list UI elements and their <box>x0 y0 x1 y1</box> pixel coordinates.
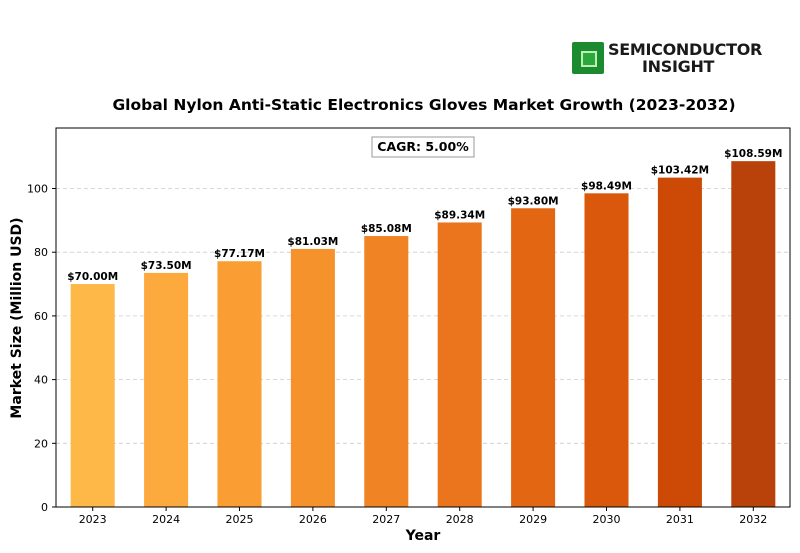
x-tick-label: 2032 <box>739 513 767 526</box>
logo-text-line2: INSIGHT <box>642 57 715 76</box>
x-axis-label: Year <box>405 528 441 544</box>
logo-text-line1: SEMICONDUCTOR <box>608 40 763 59</box>
bar <box>144 272 189 507</box>
y-axis: 0 20 40 60 80 100 <box>27 183 56 514</box>
bar <box>217 261 262 507</box>
data-label: $108.59M <box>724 148 782 160</box>
y-tick-label: 60 <box>34 310 48 323</box>
y-axis-label: Market Size (Million USD) <box>9 217 25 418</box>
data-label: $73.50M <box>141 260 192 272</box>
bar <box>364 236 409 507</box>
x-tick-label: 2023 <box>79 513 107 526</box>
y-tick-label: 80 <box>34 246 48 259</box>
data-label: $85.08M <box>361 223 412 235</box>
data-label: $70.00M <box>67 271 118 283</box>
x-tick-label: 2029 <box>519 513 547 526</box>
bars-group <box>70 161 776 507</box>
bar <box>657 177 702 507</box>
x-tick-label: 2031 <box>666 513 694 526</box>
x-tick-label: 2024 <box>152 513 180 526</box>
data-label: $98.49M <box>581 180 632 192</box>
bar <box>731 161 776 507</box>
data-label: $81.03M <box>287 236 338 248</box>
x-tick-label: 2026 <box>299 513 327 526</box>
chip-logo-icon <box>572 42 604 74</box>
x-tick-label: 2027 <box>372 513 400 526</box>
bar <box>584 193 629 507</box>
x-tick-label: 2028 <box>446 513 474 526</box>
data-labels-group: $70.00M $73.50M $77.17M $81.03M $85.08M $89.3… <box>67 148 782 283</box>
y-tick-label: 0 <box>41 501 48 514</box>
data-label: $77.17M <box>214 248 265 260</box>
bar <box>437 222 482 507</box>
x-tick-label: 2025 <box>226 513 254 526</box>
y-tick-label: 20 <box>34 437 48 450</box>
data-label: $89.34M <box>434 209 485 221</box>
brand-logo: SEMICONDUCTOR INSIGHT <box>572 40 762 76</box>
data-label: $93.80M <box>508 195 559 207</box>
x-tick-label: 2030 <box>593 513 621 526</box>
x-axis: 2023 2024 2025 2026 2027 2028 2029 2030 2031 2032 <box>79 507 767 526</box>
bar <box>511 208 556 507</box>
bar <box>70 284 115 507</box>
y-tick-label: 100 <box>27 183 48 196</box>
cagr-annotation: CAGR: 5.00% <box>371 136 475 158</box>
data-label: $103.42M <box>651 165 709 177</box>
y-tick-label: 40 <box>34 374 48 387</box>
bar <box>290 248 335 507</box>
chart-title: Global Nylon Anti-Static Electronics Glo… <box>112 96 735 114</box>
plot-frame <box>55 127 791 508</box>
cagr-box <box>371 136 475 158</box>
cagr-text: CAGR: 5.00% <box>377 139 469 154</box>
